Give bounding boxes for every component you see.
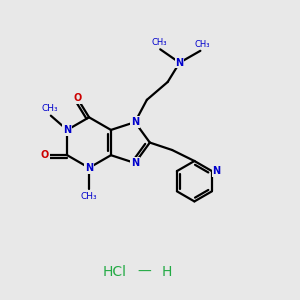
Text: CH₃: CH₃ — [195, 40, 211, 49]
Text: HCl: HCl — [102, 265, 126, 279]
Text: N: N — [131, 117, 139, 127]
Text: N: N — [63, 125, 71, 135]
Text: N: N — [85, 163, 93, 173]
Text: CH₃: CH₃ — [41, 104, 58, 113]
Text: O: O — [73, 93, 81, 103]
Text: O: O — [41, 150, 49, 160]
Text: CH₃: CH₃ — [81, 192, 98, 201]
Text: N: N — [176, 58, 184, 68]
Text: N: N — [213, 166, 221, 176]
Text: H: H — [161, 265, 172, 279]
Text: —: — — [137, 265, 151, 279]
Text: N: N — [131, 158, 139, 168]
Text: CH₃: CH₃ — [151, 38, 167, 47]
